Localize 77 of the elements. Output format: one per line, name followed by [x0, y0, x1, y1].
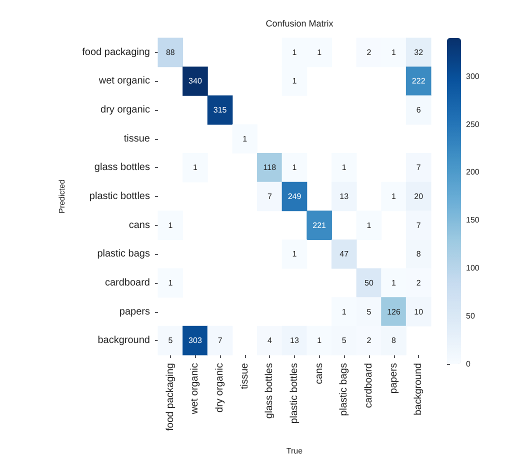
data-label: 5 — [342, 336, 347, 346]
data-label: 13 — [290, 336, 300, 346]
data-label: 2 — [366, 48, 372, 57]
data-label: 88 — [166, 48, 176, 57]
x-tick-label: cans — [314, 363, 325, 384]
y-tick-label: glass bottles — [94, 162, 150, 174]
data-label: 50 — [364, 278, 374, 288]
data-label: 7 — [416, 163, 422, 172]
data-label: 32 — [414, 48, 424, 57]
y-tick-label: plastic bottles — [89, 191, 150, 202]
data-label: 8 — [392, 336, 397, 346]
data-label: 1 — [317, 48, 322, 57]
data-label: 13 — [340, 192, 350, 201]
data-label: 118 — [263, 163, 277, 172]
data-label: 1 — [366, 220, 372, 230]
data-label: 7 — [416, 220, 422, 230]
data-label: 1 — [168, 220, 174, 230]
data-label: 303 — [188, 336, 202, 346]
data-label: 1 — [292, 76, 298, 86]
data-label: 1 — [292, 163, 298, 172]
data-label: 1 — [342, 163, 347, 172]
color-bar-label: 250 — [466, 120, 480, 129]
data-label: 2 — [416, 278, 422, 288]
x-tick-label: glass bottles — [264, 363, 276, 419]
data-label: 126 — [387, 307, 401, 316]
data-label: 1 — [392, 278, 397, 288]
data-label: 1 — [342, 307, 347, 316]
x-tick-label: tissue — [239, 362, 250, 390]
data-label: 2 — [366, 336, 372, 346]
data-label: 1 — [168, 278, 174, 288]
y-tick-label: dry organic — [100, 104, 150, 116]
data-label: 249 — [288, 192, 302, 201]
x-tick-label: dry organic — [214, 363, 226, 412]
y-tick-label: plastic bags — [97, 248, 150, 260]
x-axis-title: True — [286, 446, 304, 456]
color-bar-label: 0 — [466, 360, 471, 368]
x-tick-label: background — [413, 363, 424, 416]
y-axis-title: Predicted — [58, 180, 66, 214]
data-label: 10 — [414, 307, 424, 316]
chart-title: Confusion Matrix — [266, 18, 334, 28]
y-tick-label: background — [98, 335, 150, 346]
data-label: 1 — [292, 250, 298, 259]
color-bar-label: 300 — [466, 72, 480, 81]
x-tick-label: wet organic — [190, 363, 201, 416]
data-label: 4 — [267, 336, 272, 346]
color-bar-label: 50 — [466, 312, 476, 321]
x-tick-label: cardboard — [363, 363, 374, 408]
y-tick-label: cardboard — [104, 277, 150, 288]
x-tick-label: plastic bags — [338, 363, 350, 416]
data-label: 1 — [242, 134, 248, 144]
y-tick-label: wet organic — [98, 76, 150, 87]
color-bar-label: 200 — [466, 168, 480, 177]
data-label: 1 — [392, 192, 397, 201]
data-label: 221 — [312, 220, 327, 230]
data-label: 5 — [168, 336, 174, 346]
data-label: 1 — [292, 48, 298, 57]
data-label: 8 — [416, 250, 422, 259]
data-label: 222 — [412, 76, 426, 86]
data-label: 7 — [267, 192, 272, 201]
data-label: 1 — [392, 48, 397, 57]
data-label: 6 — [416, 106, 422, 115]
data-label: 7 — [218, 336, 223, 346]
x-tick-label: plastic bottles — [289, 363, 300, 424]
data-label: 1 — [193, 163, 198, 172]
data-label: 5 — [366, 307, 372, 316]
data-label: 20 — [414, 192, 424, 201]
data-label: 340 — [188, 76, 202, 86]
y-tick-label: food packaging — [82, 46, 150, 58]
data-label: 47 — [340, 250, 350, 259]
color-bar-label: 150 — [466, 216, 480, 225]
data-label: 315 — [213, 106, 228, 115]
y-tick-label: cans — [128, 220, 150, 231]
y-tick-label: tissue — [124, 133, 150, 144]
x-tick-label: papers — [388, 363, 400, 394]
y-tick-label: papers — [119, 306, 150, 318]
data-label: 1 — [317, 336, 322, 346]
color-bar-label: 100 — [466, 264, 480, 273]
